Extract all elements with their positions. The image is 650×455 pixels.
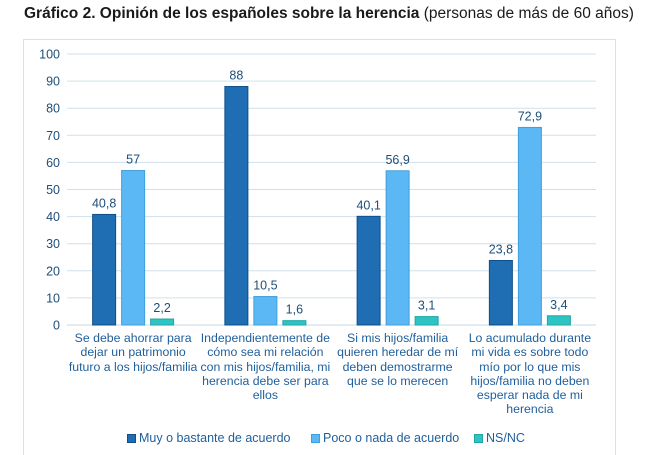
category-label-line: hijos/familia no deben: [470, 373, 590, 388]
category-label-line: Se debe ahorrar para: [74, 331, 192, 345]
legend-item: NS/NC: [474, 431, 525, 445]
data-label: 23,8: [489, 243, 513, 257]
bar-3-cat-3: [414, 316, 439, 326]
y-tick-label: 20: [46, 264, 60, 278]
category-label: Lo acumulado durante mi vida es sobre tod…: [460, 331, 600, 417]
bar-3-cat-1: [150, 318, 175, 326]
bar-1-cat-3: [356, 215, 381, 326]
category-label-line: Lo acumulado durante: [468, 331, 592, 345]
category-label-line: Si mis hijos/familia: [347, 331, 449, 345]
category-label: Independientemente de cómo sea mi relació…: [195, 331, 335, 402]
bar-2-cat-2: [253, 296, 278, 326]
category-label-line: mi vida es sobre todo: [471, 345, 589, 360]
chart-frame: [23, 39, 616, 455]
data-label: 2,2: [153, 301, 170, 315]
bar-2-cat-3: [385, 170, 410, 326]
chart-title-bold: Gráfico 2. Opinión de los españoles sobr…: [24, 5, 420, 22]
data-label: 1,6: [286, 303, 303, 317]
category-label-line: futuro a los hijos/familia: [68, 359, 198, 374]
bar-2-cat-1: [121, 170, 146, 326]
category-label-line: dejar un patrimonio: [80, 345, 186, 360]
category-label-line: deben demostrarme: [342, 359, 453, 374]
category-label-line: Independientemente de: [200, 331, 330, 345]
data-labels: 40,8 57 2,2 88 10,5 1,6 40,1 56,9 3,1 23,8 72,9 3,4: [92, 69, 568, 317]
category-label-line: herencia debe ser para: [202, 373, 329, 388]
legend-swatch: [127, 433, 136, 443]
category-label-line: esperar nada de mi: [476, 388, 583, 403]
legend-item: Muy o bastante de acuerdo: [127, 431, 291, 445]
y-tick-label: 0: [53, 319, 60, 333]
data-label: 3,1: [418, 299, 435, 313]
chart-title: Gráfico 2. Opinión de los españoles sobr…: [24, 5, 634, 23]
data-label: 3,4: [550, 298, 567, 312]
y-tick-label: 80: [46, 102, 60, 116]
bar-1-cat-2: [224, 86, 249, 326]
legend-item: Poco o nada de acuerdo: [311, 431, 459, 445]
y-tick-label: 50: [46, 183, 60, 197]
y-tick-label: 40: [46, 210, 60, 224]
y-tick-label: 90: [46, 75, 60, 89]
legend-label: Poco o nada de acuerdo: [323, 431, 460, 445]
data-label: 10,5: [253, 279, 277, 293]
bar-1-cat-1: [92, 213, 117, 326]
data-label: 40,1: [356, 198, 380, 212]
y-axis: 0 10 20 30 40 50 60 70 80 90 100: [39, 48, 60, 333]
data-label: 40,8: [92, 196, 116, 210]
y-tick-label: 30: [46, 237, 60, 251]
category-label-line: mío por lo que mis: [479, 359, 581, 374]
legend-swatch: [474, 433, 483, 443]
data-label: 72,9: [518, 109, 542, 123]
category-label-line: con mis hijos/familia, mi: [200, 359, 331, 374]
data-label: 88: [229, 69, 243, 83]
bar-1-cat-4: [488, 260, 513, 326]
data-label: 56,9: [385, 153, 409, 167]
legend-swatch: [311, 433, 320, 443]
gridlines: [67, 53, 596, 326]
category-label-line: que se lo merecen: [347, 373, 449, 388]
data-label: 57: [126, 153, 140, 167]
category-label-line: ellos: [252, 388, 279, 403]
y-tick-label: 100: [39, 48, 60, 62]
y-tick-label: 10: [46, 291, 60, 305]
bar-3-cat-4: [546, 315, 571, 326]
legend-label: NS/NC: [486, 431, 525, 445]
bars: [92, 86, 571, 326]
category-label-line: quieren heredar de mí: [337, 345, 459, 360]
category-label-line: cómo sea mi relación: [207, 345, 324, 360]
chart-subtitle: (personas de más de 60 años): [423, 5, 634, 22]
category-label: Si mis hijos/familia quieren heredar de m…: [328, 331, 468, 388]
category-label-line: herencia: [506, 402, 554, 417]
y-tick-label: 60: [46, 156, 60, 170]
y-tick-label: 70: [46, 129, 60, 143]
category-label: Se debe ahorrar para dejar un patrimonio f…: [63, 331, 203, 374]
legend: Muy o bastante de acuerdo Poco o nada de …: [0, 431, 650, 449]
bar-3-cat-2: [282, 320, 307, 326]
legend-label: Muy o bastante de acuerdo: [139, 431, 291, 445]
bar-2-cat-4: [517, 126, 542, 326]
